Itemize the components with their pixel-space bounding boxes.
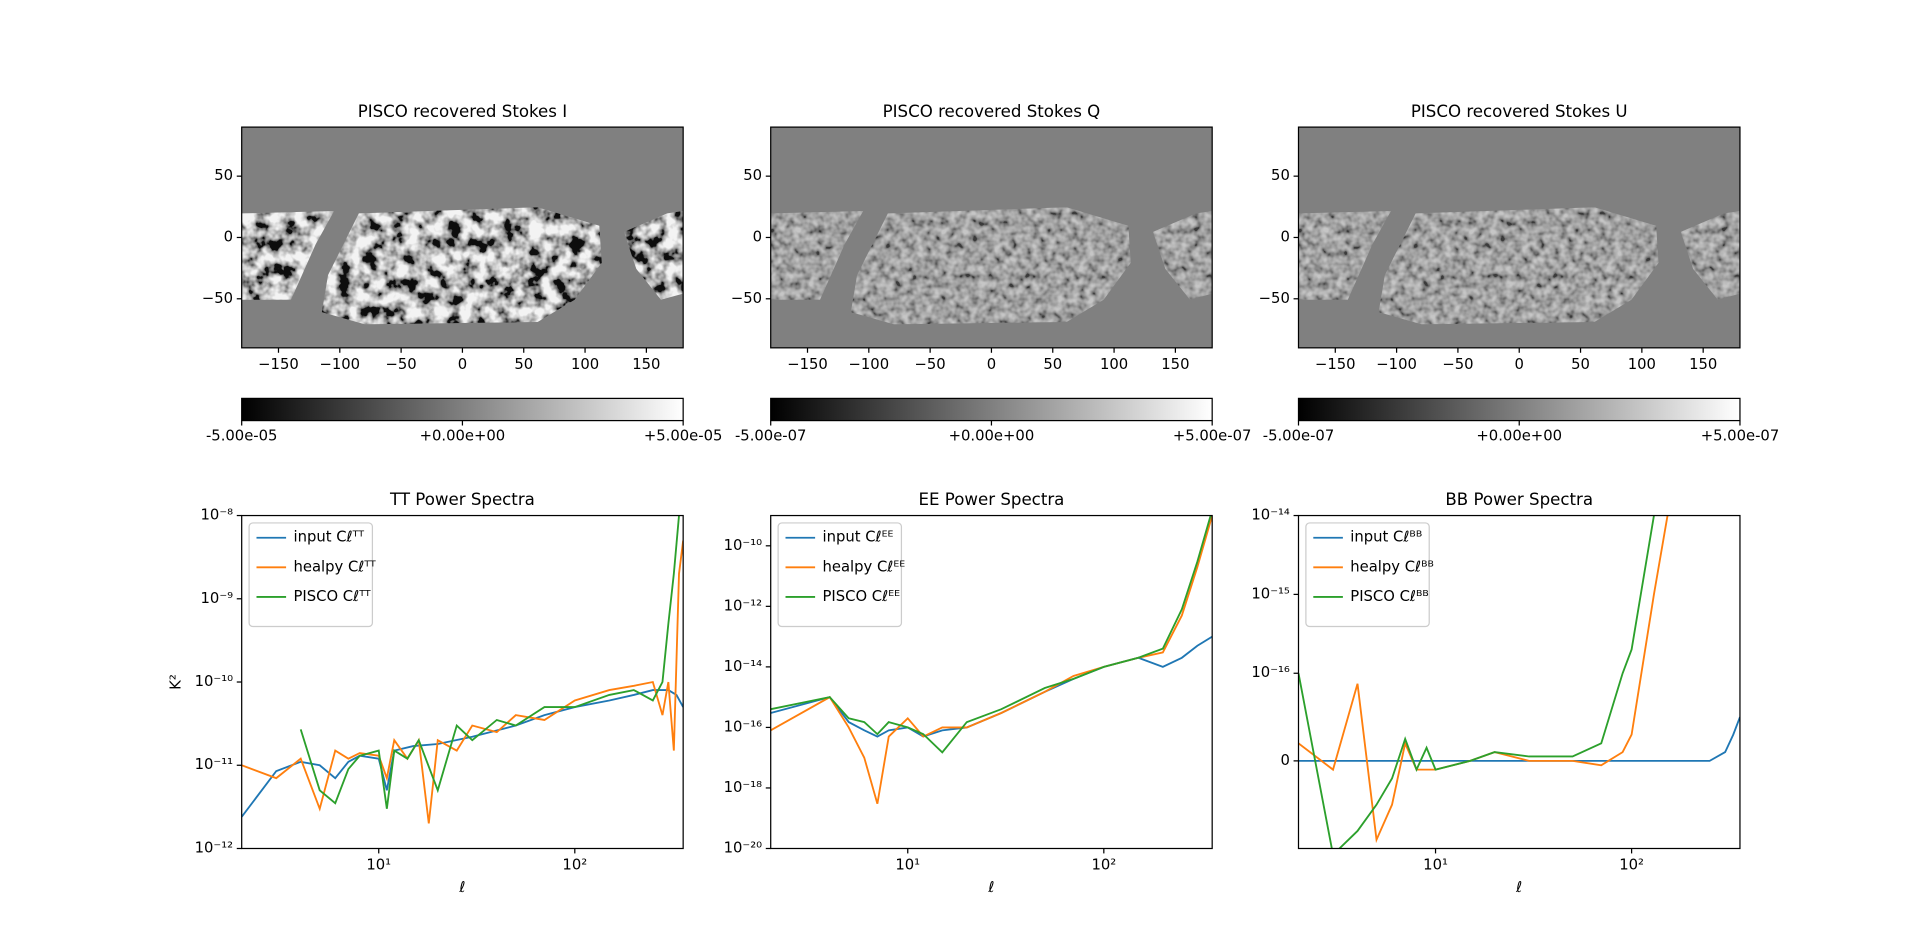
- colorbar-tick-label: +0.00e+00: [420, 428, 506, 445]
- x-tick-label: −100: [319, 356, 360, 373]
- x-tick-label: 150: [632, 356, 660, 373]
- colorbar: [241, 397, 684, 422]
- series-line: [1298, 716, 1740, 762]
- y-tick-label: 50: [743, 167, 762, 184]
- colorbar-tick-label: -5.00e-07: [735, 428, 806, 445]
- x-tick-label: 10²: [1091, 857, 1116, 874]
- y-tick-label: 0: [753, 228, 762, 245]
- y-tick-label: 10⁻¹⁴: [1251, 507, 1290, 524]
- chart-title: PISCO recovered Stokes U: [1411, 102, 1628, 121]
- y-tick-label: 0: [1280, 228, 1289, 245]
- legend-label: healpy Cℓᴮᴮ: [1350, 558, 1434, 575]
- y-tick-label: 10⁻¹²: [195, 839, 233, 856]
- x-tick-label: −100: [849, 356, 890, 373]
- colorbar-tick-label: -5.00e-05: [206, 428, 277, 445]
- x-axis-label: ℓ: [1515, 879, 1522, 896]
- axes-frame: [1297, 514, 1741, 850]
- legend-label: PISCO Cℓᴮᴮ: [1350, 588, 1429, 605]
- colorbar-tick-label: -5.00e-07: [1263, 428, 1334, 445]
- legend-box: [777, 522, 903, 628]
- x-tick-label: 150: [1161, 356, 1189, 373]
- x-tick-label: 10¹: [366, 857, 391, 874]
- series-line: [241, 540, 684, 824]
- x-tick-label: −50: [1442, 356, 1473, 373]
- legend-label: PISCO Cℓᴱᴱ: [823, 588, 901, 605]
- x-tick-label: 100: [571, 356, 599, 373]
- legend-label: PISCO Cℓᵀᵀ: [293, 588, 370, 605]
- y-tick-label: 10⁻²⁰: [724, 839, 763, 856]
- y-tick-label: 10⁻⁸: [201, 507, 234, 524]
- x-tick-label: −100: [1376, 356, 1417, 373]
- legend-label: input Cℓᴮᴮ: [1350, 529, 1422, 546]
- colorbar-tick-label: +0.00e+00: [949, 428, 1035, 445]
- colorbar-tick-label: +5.00e-07: [1701, 428, 1780, 445]
- x-tick-label: 10²: [562, 857, 587, 874]
- legend-label: input Cℓᴱᴱ: [823, 529, 894, 546]
- y-tick-label: 10⁻¹⁶: [1251, 664, 1290, 681]
- x-tick-label: 50: [514, 356, 533, 373]
- chart-title: TT Power Spectra: [389, 490, 535, 509]
- legend-box: [1305, 522, 1430, 628]
- y-tick-label: −50: [202, 290, 233, 307]
- legend-label: input Cℓᵀᵀ: [293, 529, 364, 546]
- x-tick-label: 150: [1689, 356, 1717, 373]
- colorbar-tick-label: +0.00e+00: [1476, 428, 1562, 445]
- legend-box: [248, 522, 374, 628]
- y-tick-label: 50: [1271, 167, 1290, 184]
- x-tick-label: 10¹: [895, 857, 920, 874]
- x-tick-label: 50: [1043, 356, 1062, 373]
- y-tick-label: −50: [1259, 290, 1290, 307]
- y-tick-label: 10⁻¹⁰: [195, 673, 234, 690]
- x-tick-label: 10¹: [1423, 857, 1448, 874]
- colorbar-tick-label: +5.00e-07: [1173, 428, 1252, 445]
- x-tick-label: 100: [1100, 356, 1128, 373]
- chart-title: PISCO recovered Stokes I: [358, 102, 567, 121]
- y-tick-label: 10⁻¹⁸: [724, 779, 763, 796]
- chart-title: BB Power Spectra: [1445, 490, 1593, 509]
- series-line: [299, 515, 681, 809]
- y-tick-label: 10⁻¹⁶: [724, 718, 763, 735]
- x-tick-label: 10²: [1619, 857, 1644, 874]
- y-tick-label: 10⁻⁹: [201, 590, 234, 607]
- y-tick-label: 0: [224, 228, 233, 245]
- x-tick-label: 0: [458, 356, 467, 373]
- series-line: [241, 689, 684, 818]
- x-tick-label: 100: [1628, 356, 1656, 373]
- chart-title: PISCO recovered Stokes Q: [883, 102, 1101, 121]
- y-axis-label: K²: [167, 674, 184, 690]
- y-tick-label: 50: [214, 167, 233, 184]
- colorbar: [1297, 397, 1741, 422]
- series-line: [770, 515, 1212, 754]
- x-tick-label: −150: [787, 356, 828, 373]
- y-tick-label: 10⁻¹¹: [195, 756, 234, 773]
- chart-title: EE Power Spectra: [919, 490, 1065, 509]
- x-tick-label: −150: [1315, 356, 1356, 373]
- colorbar: [770, 397, 1213, 422]
- series-line: [1298, 515, 1655, 849]
- legend-label: healpy Cℓᴱᴱ: [823, 558, 906, 575]
- legend-label: healpy Cℓᵀᵀ: [293, 558, 376, 575]
- x-tick-label: −50: [386, 356, 417, 373]
- y-tick-label: 10⁻¹⁰: [724, 537, 763, 554]
- series-line: [770, 515, 1213, 805]
- y-tick-label: 10⁻¹⁴: [724, 658, 763, 675]
- y-tick-label: 0: [1280, 752, 1289, 769]
- x-tick-label: −150: [258, 356, 299, 373]
- y-tick-label: −50: [731, 290, 762, 307]
- x-tick-label: 0: [987, 356, 996, 373]
- x-axis-label: ℓ: [987, 879, 994, 896]
- x-axis-label: ℓ: [458, 879, 465, 896]
- x-tick-label: 50: [1571, 356, 1590, 373]
- y-tick-label: 10⁻¹²: [724, 597, 762, 614]
- x-tick-label: 0: [1515, 356, 1524, 373]
- x-tick-label: −50: [915, 356, 946, 373]
- axes-frame: [770, 514, 1213, 850]
- colorbar-tick-label: +5.00e-05: [644, 428, 723, 445]
- y-tick-label: 10⁻¹⁵: [1251, 585, 1290, 602]
